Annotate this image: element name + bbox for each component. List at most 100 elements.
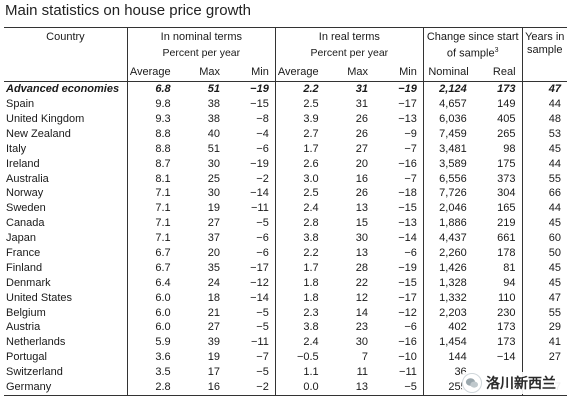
real-min-cell: −14 — [398, 232, 417, 245]
change-real-cell: 178 — [497, 247, 516, 259]
nominal-min-cell: −15 — [250, 98, 269, 111]
nominal-min-cell: −6 — [256, 247, 269, 259]
years-in-sample-cell: 47 — [521, 81, 567, 98]
real-max-header: Max — [324, 60, 374, 82]
country-cell: Japan — [6, 232, 36, 245]
change-real-cell: 373 — [497, 172, 516, 185]
real-min-cell: −7 — [404, 172, 417, 185]
nominal-min-cell: −5 — [256, 321, 269, 334]
nominal-average-cell: 7.1 — [126, 216, 177, 232]
change-nominal-cell: 7,459 — [422, 126, 473, 142]
country-cell: Portugal — [6, 351, 47, 364]
real-min-cell: −9 — [404, 127, 417, 140]
nominal-max-cell: 27 — [207, 217, 220, 230]
nominal-min-cell: −12 — [250, 276, 269, 289]
real-average-cell: 1.7 — [274, 141, 325, 157]
nominal-max-cell: 38 — [207, 98, 220, 111]
nominal-min-cell: −7 — [256, 351, 269, 364]
years-in-sample-cell: 66 — [521, 186, 567, 202]
change-nominal-cell: 2,124 — [422, 81, 473, 98]
years-in-sample-cell: 48 — [521, 112, 567, 127]
real-terms-header: In real terms — [274, 26, 424, 47]
real-min-cell: −15 — [398, 202, 417, 215]
country-cell: Advanced economies — [6, 82, 120, 95]
nominal-average-header: Average — [126, 60, 177, 82]
table-row: Finland 6.7 35 −17 1.7 28 −19 1,426 81 45 — [4, 260, 567, 276]
nominal-average-cell: 6.0 — [126, 305, 177, 321]
change-real-cell: 81 — [503, 261, 516, 274]
nominal-average-cell: 6.4 — [126, 275, 177, 291]
table-row: Japan 7.1 37 −6 3.8 30 −14 4,437 661 60 — [4, 231, 567, 247]
nominal-min-cell: −14 — [250, 291, 269, 304]
real-max-cell: 13 — [355, 202, 368, 215]
real-min-cell: −17 — [398, 98, 417, 111]
real-average-cell: 2.6 — [274, 156, 325, 172]
nominal-terms-header: In nominal terms — [126, 26, 276, 47]
change-nominal-cell: 4,657 — [422, 97, 473, 113]
years-in-sample-cell: 55 — [521, 305, 567, 321]
real-min-cell: −19 — [398, 82, 417, 95]
years-in-sample-cell: 55 — [521, 171, 567, 187]
change-nominal-cell: 2,046 — [422, 201, 473, 217]
real-min-cell: −17 — [398, 291, 417, 304]
nominal-max-cell: 25 — [207, 172, 220, 185]
nominal-min-cell: −2 — [256, 172, 269, 185]
real-average-cell: 3.8 — [274, 231, 325, 247]
nominal-average-cell: 3.5 — [126, 365, 177, 381]
real-average-cell: 0.0 — [274, 380, 325, 396]
table-row: Canada 7.1 27 −5 2.8 15 −13 1,886 219 45 — [4, 216, 567, 232]
nominal-average-cell: 7.1 — [126, 231, 177, 247]
wechat-icon — [462, 373, 482, 393]
country-cell: Switzerland — [6, 366, 63, 379]
real-min-cell: −13 — [398, 217, 417, 230]
country-cell: Belgium — [6, 306, 46, 319]
change-real-cell: 110 — [497, 291, 516, 304]
real-max-cell: 31 — [355, 82, 368, 95]
nominal-max-cell: 16 — [176, 380, 226, 396]
real-min-cell: −16 — [398, 336, 417, 349]
change-header-line2: of sample — [446, 47, 495, 60]
real-average-cell: 2.4 — [274, 335, 325, 351]
nominal-max-cell: 40 — [207, 127, 220, 140]
change-nominal-cell: 3,481 — [422, 141, 473, 157]
table-row: Netherlands 5.9 39 −11 2.4 30 −16 1,454 173 41 — [4, 335, 567, 351]
change-real-cell: 265 — [497, 127, 516, 140]
country-subheader-blank — [4, 60, 128, 82]
nominal-min-cell: −11 — [250, 336, 269, 349]
table-row: Austria 6.0 27 −5 3.8 23 −6 402 173 29 — [4, 320, 567, 336]
real-average-cell: 2.2 — [274, 81, 325, 98]
country-cell: Germany — [4, 380, 128, 396]
real-max-cell: 26 — [355, 112, 368, 125]
nominal-unit-subheader: Percent per year — [126, 46, 276, 61]
real-average-cell: 1.8 — [274, 290, 325, 306]
nominal-min-cell: −19 — [250, 82, 269, 95]
country-cell: United States — [6, 291, 73, 304]
years-in-sample-cell: 27 — [521, 350, 567, 366]
years-in-sample-cell: 45 — [521, 141, 567, 157]
real-average-header: Average — [274, 60, 325, 82]
nominal-min-cell: −11 — [250, 202, 269, 215]
aggregate-row: Advanced economies 6.8 51 −19 2.2 31 −19 2,124 1… — [4, 81, 567, 98]
change-real-cell: 405 — [497, 112, 516, 125]
nominal-max-cell: 39 — [207, 336, 220, 349]
nominal-average-cell: 8.1 — [126, 171, 177, 187]
change-nominal-cell: 6,556 — [422, 171, 473, 187]
real-unit-subheader: Percent per year — [274, 46, 424, 61]
footnote-marker: 3 — [494, 47, 499, 54]
table-row: Ireland 8.7 30 −19 2.6 20 −16 3,589 175 44 — [4, 156, 567, 172]
years-in-sample-cell: 60 — [521, 231, 567, 247]
change-real-cell: 173 — [497, 321, 516, 334]
change-real-cell: 98 — [503, 142, 516, 155]
real-min-cell: −5 — [373, 380, 424, 396]
change-real-cell: 661 — [497, 232, 516, 245]
real-max-cell: 7 — [361, 351, 368, 364]
nominal-max-cell: 38 — [207, 112, 220, 125]
table-row: Norway 7.1 30 −14 2.5 26 −18 7,726 304 66 — [4, 186, 567, 202]
nominal-average-cell: 6.0 — [126, 290, 177, 306]
real-average-cell: 1.7 — [274, 260, 325, 276]
real-average-cell: 3.0 — [274, 171, 325, 187]
years-in-sample-cell: 53 — [521, 126, 567, 142]
change-real-cell: 230 — [497, 306, 516, 319]
real-max-cell: 26 — [355, 187, 368, 200]
